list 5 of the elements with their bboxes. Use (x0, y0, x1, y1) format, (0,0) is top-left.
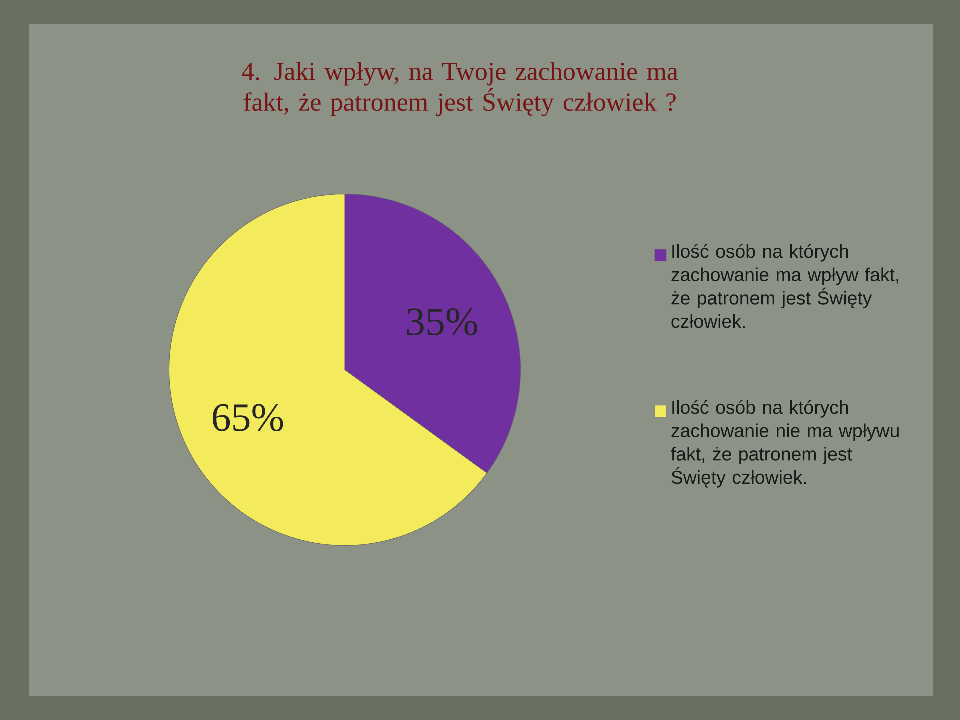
data-label: 65% (212, 404, 284, 432)
chart-title: 4. Jaki wpływ, na Twoje zachowanie ma fakt, że patronem jest Święty człowiek ? (242, 62, 678, 116)
data-label: 35% (407, 308, 478, 336)
legend-label: Ilość osób na których zachowanie ma wpływ fakt, że patronem jest Święty człowiek. (672, 244, 898, 328)
legend-label: Ilość osób na których zachowanie nie ma wpływu fakt, że patronem jest Święty człowiek. (671, 400, 899, 488)
